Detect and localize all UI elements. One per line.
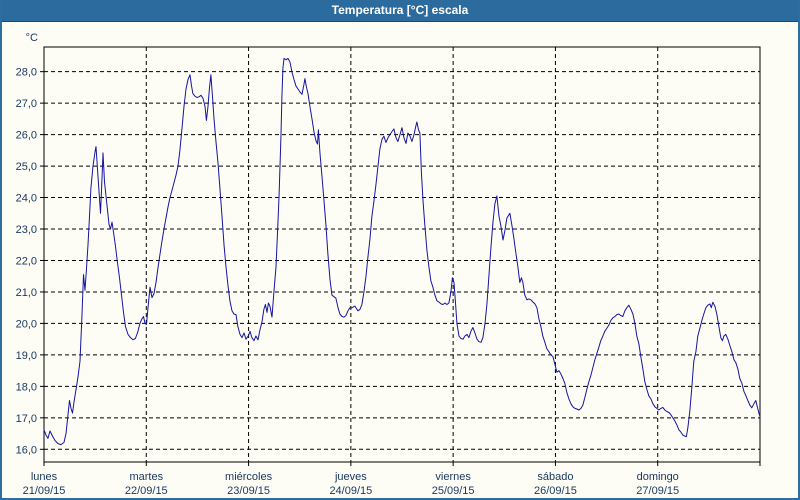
y-tick-label: 25,0 (16, 161, 37, 173)
y-tick-label: 26,0 (16, 130, 37, 142)
x-day-name-label: viernes (435, 471, 471, 483)
x-day-date-label: 26/09/15 (534, 485, 577, 497)
x-day-name-label: sábado (537, 471, 573, 483)
y-tick-label: 24,0 (16, 193, 37, 205)
plot-background (44, 47, 760, 462)
y-tick-label: 16,0 (16, 444, 37, 456)
x-day-date-label: 27/09/15 (636, 485, 679, 497)
x-day-name-label: jueves (334, 471, 367, 483)
y-tick-label: 28,0 (16, 67, 37, 79)
chart-svg: 16,0 17,0 18,0 19,0 20,0 21,0 22,0 23,0 24,0 25,0… (16, 32, 761, 497)
x-day-name-label: martes (129, 471, 163, 483)
temperature-line (43, 57, 761, 446)
y-tick-label: 22,0 (16, 255, 37, 267)
y-tick-label: 27,0 (16, 98, 37, 110)
x-day-name-label: lunes (31, 471, 58, 483)
window-title-bar: Temperatura [°C] escala (2, 0, 798, 22)
y-tick-label: 21,0 (16, 287, 37, 299)
x-day-date-label: 21/09/15 (23, 485, 66, 497)
y-tick-label: 18,0 (16, 381, 37, 393)
y-tick-label: 23,0 (16, 224, 37, 236)
x-day-date-label: 23/09/15 (227, 485, 270, 497)
x-day-date-label: 22/09/15 (125, 485, 168, 497)
x-day-date-label: 24/09/15 (329, 485, 372, 497)
x-day-name-label: miércoles (225, 471, 273, 483)
y-axis-unit-label: °C (26, 32, 38, 44)
plot-border (43, 46, 761, 463)
y-tick-label: 19,0 (16, 350, 37, 362)
x-day-name-label: domingo (637, 471, 679, 483)
window-title: Temperatura [°C] escala (331, 3, 469, 17)
chart-area: 16,0 17,0 18,0 19,0 20,0 21,0 22,0 23,0 24,0 25,0… (2, 22, 798, 498)
y-tick-label: 17,0 (16, 413, 37, 425)
x-day-date-label: 25/09/15 (432, 485, 475, 497)
y-tick-label: 20,0 (16, 318, 37, 330)
